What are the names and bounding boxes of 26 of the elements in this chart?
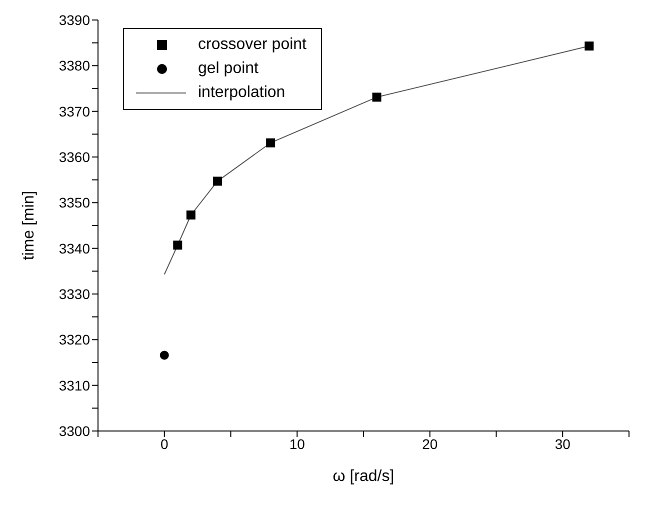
y-tick-label: 3300	[58, 422, 90, 439]
y-tick-label: 3360	[58, 148, 90, 165]
y-tick-label: 3350	[58, 194, 90, 211]
legend-label: crossover point	[198, 35, 306, 55]
x-tick-label: 30	[554, 436, 571, 452]
point	[266, 138, 276, 148]
x-tick-label: 10	[289, 436, 306, 452]
x-axis-title: ω [rad/s]	[332, 468, 394, 485]
y-tick-label: 3380	[58, 58, 90, 74]
y-tick-label: 3310	[58, 377, 90, 394]
legend-label: interpolation	[198, 83, 286, 103]
point	[160, 350, 169, 360]
y-tick-label: 3340	[58, 240, 90, 256]
y-tick-label: 3370	[58, 103, 90, 120]
x-tick-label: 0	[160, 436, 168, 452]
point	[173, 240, 182, 250]
x-tick-label: 20	[422, 436, 438, 452]
y-tick-label: 3330	[58, 286, 90, 302]
y-axis-title: time [min]	[20, 190, 38, 260]
legend-label: gel point	[198, 59, 258, 79]
point	[372, 92, 382, 102]
point	[212, 176, 222, 186]
point	[186, 210, 196, 220]
point	[584, 42, 594, 51]
y-tick-label: 3390	[58, 12, 90, 28]
y-tick-label: 3320	[58, 332, 90, 348]
